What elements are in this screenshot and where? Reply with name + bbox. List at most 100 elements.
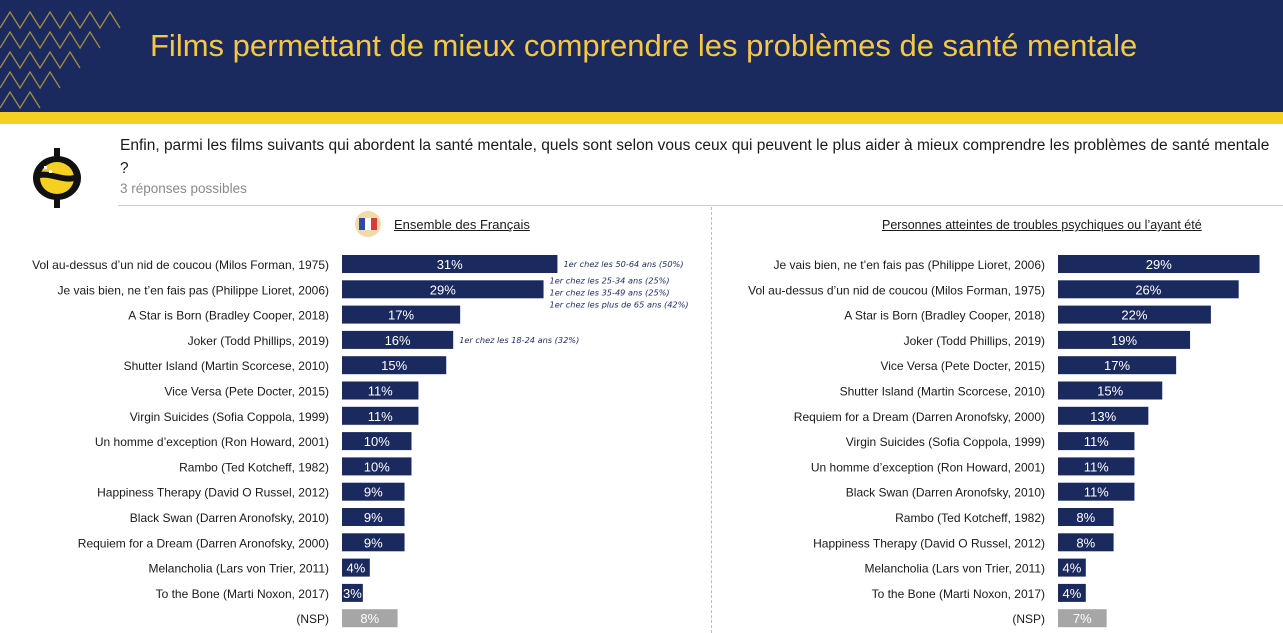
bar-right-11: [1058, 533, 1114, 552]
bar-left-10: [342, 508, 405, 526]
annotation-note: 1er chez les 25-34 ans (25%): [550, 275, 670, 285]
category-label: Melancholia (Lars von Trier, 2011): [864, 562, 1045, 576]
bar-value-label: 19%: [1111, 333, 1137, 348]
category-label: Je vais bien, ne t’en fais pas (Philippe…: [58, 283, 330, 297]
bar-right-4: [1058, 356, 1177, 375]
annotation-note: 1er chez les 18-24 ans (32%): [459, 335, 579, 345]
bar-right-8: [1058, 457, 1135, 476]
accent-band: [0, 112, 1283, 124]
panel-divider: [711, 207, 712, 633]
bar-value-label: 16%: [385, 333, 411, 348]
category-label: A Star is Born (Bradley Cooper, 2018): [844, 309, 1045, 323]
category-label: Rambo (Ted Kotcheff, 1982): [895, 511, 1045, 525]
bar-left-12: [342, 558, 370, 577]
bar-right-14: [1058, 609, 1107, 628]
bar-value-label: 11%: [1084, 485, 1109, 500]
bar-value-label: 3%: [343, 586, 362, 601]
bar-value-label: 9%: [364, 535, 383, 550]
category-label: (NSP): [296, 612, 329, 626]
brand-logo-icon: [33, 148, 81, 208]
header-banner: Films permettant de mieux comprendre les…: [0, 0, 1283, 112]
bar-right-10: [1058, 508, 1114, 526]
category-label: Rambo (Ted Kotcheff, 1982): [179, 460, 329, 474]
bar-value-label: 22%: [1121, 308, 1147, 323]
bar-value-label: 11%: [1084, 434, 1109, 449]
category-label: To the Bone (Marti Noxon, 2017): [872, 587, 1045, 601]
bar-left-6: [342, 406, 419, 425]
page-title: Films permettant de mieux comprendre les…: [150, 28, 1138, 63]
category-label: Happiness Therapy (David O Russel, 2012): [97, 486, 329, 500]
bar-right-3: [1058, 330, 1191, 349]
separator: [118, 205, 1283, 206]
category-label: Vice Versa (Pete Docter, 2015): [880, 359, 1045, 373]
bar-value-label: 8%: [1076, 510, 1095, 525]
bar-right-7: [1058, 432, 1135, 451]
category-label: Requiem for a Dream (Darren Aronofsky, 2…: [78, 536, 329, 550]
right-panel-title: Personnes atteintes de troubles psychiqu…: [882, 218, 1202, 232]
category-label: Un homme d’exception (Ron Howard, 2001): [95, 435, 329, 449]
bar-right-9: [1058, 482, 1135, 501]
category-label: Black Swan (Darren Aronofsky, 2010): [846, 486, 1045, 500]
category-label: Vol au-dessus d’un nid de coucou (Milos …: [32, 258, 329, 272]
bar-value-label: 4%: [347, 561, 366, 576]
bar-left-1: [342, 280, 544, 299]
bar-value-label: 8%: [360, 611, 379, 626]
category-label: Happiness Therapy (David O Russel, 2012): [813, 536, 1045, 550]
bar-value-label: 11%: [368, 409, 393, 424]
bar-value-label: 11%: [1084, 459, 1109, 474]
bar-value-label: 11%: [368, 384, 393, 399]
bar-value-label: 15%: [381, 358, 407, 373]
bar-left-4: [342, 356, 447, 375]
category-label: A Star is Born (Bradley Cooper, 2018): [128, 309, 329, 323]
bar-left-9: [342, 482, 405, 501]
category-label: Requiem for a Dream (Darren Aronofsky, 2…: [794, 410, 1045, 424]
category-label: Black Swan (Darren Aronofsky, 2010): [130, 511, 329, 525]
bar-left-7: [342, 432, 412, 451]
bar-right-13: [1058, 583, 1086, 602]
decorative-pattern-icon: [0, 10, 121, 110]
bar-value-label: 9%: [364, 485, 383, 500]
bar-left-11: [342, 533, 405, 552]
bar-value-label: 8%: [1076, 535, 1095, 550]
french-flag-icon: [355, 211, 381, 237]
category-label: Virgin Suicides (Sofia Coppola, 1999): [130, 410, 329, 424]
category-label: Vol au-dessus d’un nid de coucou (Milos …: [748, 283, 1045, 297]
bar-left-13: [342, 583, 363, 602]
bar-left-0: [342, 255, 558, 273]
bar-right-0: [1058, 255, 1260, 273]
bar-left-2: [342, 305, 461, 324]
bar-right-12: [1058, 558, 1086, 577]
bar-value-label: 17%: [1104, 358, 1130, 373]
bar-value-label: 7%: [1073, 611, 1092, 626]
category-label: Je vais bien, ne t’en fais pas (Philippe…: [774, 258, 1046, 272]
annotation-note: 1er chez les plus de 65 ans (42%): [550, 299, 689, 309]
category-label: Vice Versa (Pete Docter, 2015): [164, 385, 329, 399]
question-text: Enfin, parmi les films suivants qui abor…: [120, 137, 1270, 177]
bar-value-label: 29%: [1146, 257, 1172, 272]
bar-value-label: 26%: [1135, 282, 1161, 297]
bar-value-label: 10%: [364, 434, 390, 449]
bar-value-label: 4%: [1063, 586, 1082, 601]
bar-right-2: [1058, 305, 1211, 324]
bar-value-label: 29%: [430, 282, 456, 297]
bar-value-label: 13%: [1090, 409, 1116, 424]
bar-left-5: [342, 381, 419, 400]
annotation-note: 1er chez les 50-64 ans (50%): [563, 259, 683, 269]
bar-value-label: 15%: [1097, 384, 1123, 399]
bar-value-label: 10%: [364, 459, 390, 474]
category-label: To the Bone (Marti Noxon, 2017): [156, 587, 329, 601]
left-panel-title: Ensemble des Français: [394, 217, 530, 232]
category-label: Melancholia (Lars von Trier, 2011): [148, 562, 329, 576]
bar-right-5: [1058, 381, 1163, 400]
response-hint: 3 réponses possibles: [120, 181, 247, 196]
category-label: Shutter Island (Martin Scorcese, 2010): [124, 359, 329, 373]
bar-right-1: [1058, 280, 1239, 299]
category-label: Un homme d’exception (Ron Howard, 2001): [811, 460, 1045, 474]
bar-right-6: [1058, 406, 1149, 425]
category-label: Virgin Suicides (Sofia Coppola, 1999): [846, 435, 1045, 449]
category-label: Joker (Todd Phillips, 2019): [188, 334, 329, 348]
category-label: (NSP): [1012, 612, 1045, 626]
bar-left-3: [342, 330, 454, 349]
annotation-note: 1er chez les 35-49 ans (25%): [550, 287, 670, 297]
